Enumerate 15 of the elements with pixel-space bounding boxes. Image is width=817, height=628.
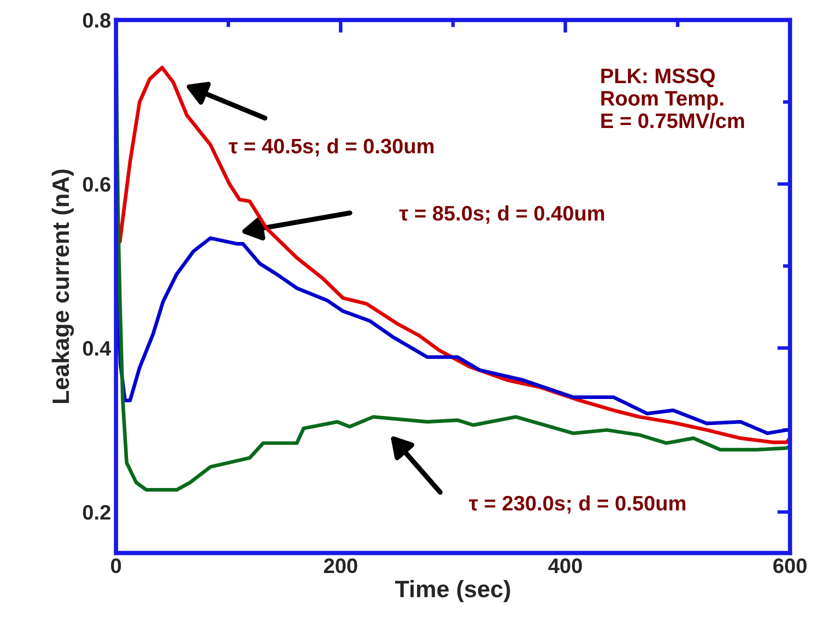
annotation: τ = 40.5s; d = 0.30um	[228, 138, 434, 157]
y-tick-label: 0.6	[83, 177, 110, 192]
annotation: τ = 230.0s; d = 0.50um	[469, 495, 686, 514]
y-tick-label: 0.4	[83, 341, 112, 356]
y-tick-label: 0.8	[83, 13, 111, 28]
x-tick-label: 200	[324, 558, 358, 574]
x-axis-title: Time (sec)	[395, 580, 510, 602]
y-axis-title: Leakage current (nA)	[52, 170, 74, 403]
line-series	[116, 236, 790, 436]
x-tick-label: 400	[548, 558, 582, 574]
y-tick-label: 0.2	[83, 505, 110, 520]
x-tick-label: 600	[773, 558, 807, 574]
annotation: τ = 85.0s; d = 0.40um	[399, 205, 604, 224]
x-tick-label: 0	[111, 558, 121, 574]
annotation: PLK: MSSQ Room Temp. E = 0.75MV/cm	[601, 68, 744, 128]
